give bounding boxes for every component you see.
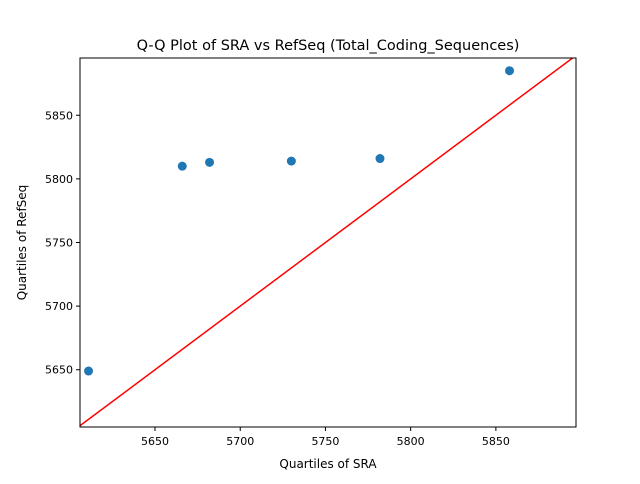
y-tick-label: 5850 <box>45 109 73 122</box>
y-axis-ticks: 5650 5700 5750 5800 5850 <box>45 109 80 377</box>
y-tick-label: 5750 <box>45 237 73 250</box>
x-tick-label: 5750 <box>311 435 339 448</box>
x-axis-ticks: 5650 5700 5750 5800 5850 <box>141 427 510 448</box>
x-axis-label: Quartiles of SRA <box>279 457 377 471</box>
y-axis-label: Quartiles of RefSeq <box>15 185 29 301</box>
x-tick-label: 5700 <box>226 435 254 448</box>
data-point <box>205 157 215 167</box>
data-point <box>84 366 94 376</box>
x-tick-label: 5800 <box>397 435 425 448</box>
data-point <box>177 161 187 171</box>
data-point <box>286 156 296 166</box>
x-tick-label: 5650 <box>141 435 169 448</box>
y-tick-label: 5800 <box>45 173 73 186</box>
y-tick-label: 5650 <box>45 364 73 377</box>
x-tick-label: 5850 <box>482 435 510 448</box>
points-layer <box>84 66 515 376</box>
reference-line-layer <box>80 58 574 427</box>
reference-line <box>80 58 574 427</box>
y-tick-label: 5700 <box>45 300 73 313</box>
data-point <box>375 154 385 164</box>
data-point <box>505 66 515 76</box>
chart-title: Q-Q Plot of SRA vs RefSeq (Total_Coding_… <box>137 38 520 54</box>
